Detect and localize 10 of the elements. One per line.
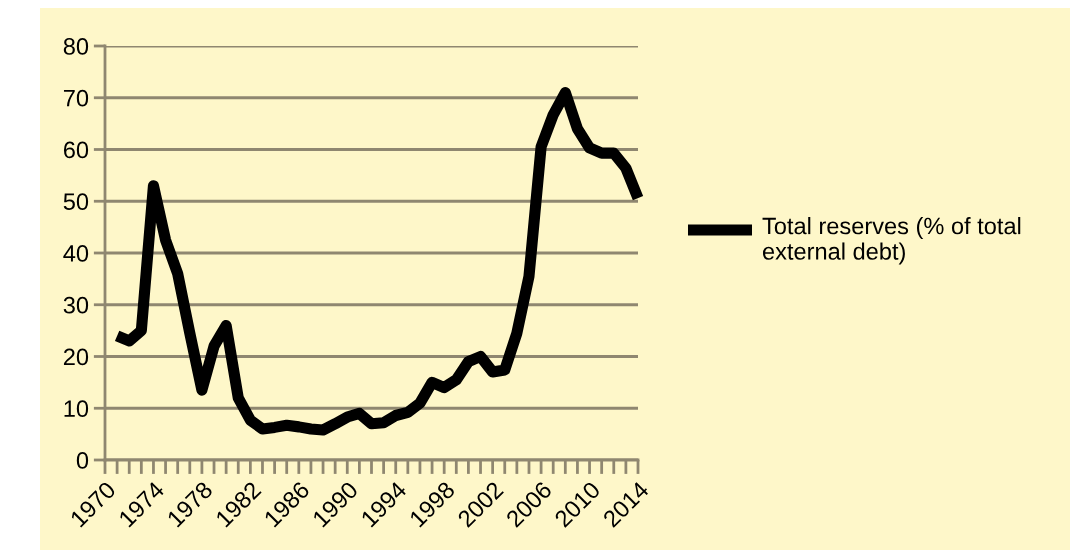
legend-label: Total reserves (% of total external debt)	[762, 217, 1021, 265]
y-tick-label: 50	[63, 193, 89, 211]
y-tick-label: 70	[63, 89, 89, 107]
y-tick-label: 20	[63, 348, 89, 366]
y-tick-label: 80	[63, 38, 89, 55]
y-tick-label: 10	[64, 400, 89, 418]
y-tick-label: 40	[63, 245, 89, 262]
y-tick-label: 30	[63, 296, 89, 314]
y-tick-label: 60	[63, 141, 89, 159]
y-tick-label: 0	[76, 452, 89, 469]
